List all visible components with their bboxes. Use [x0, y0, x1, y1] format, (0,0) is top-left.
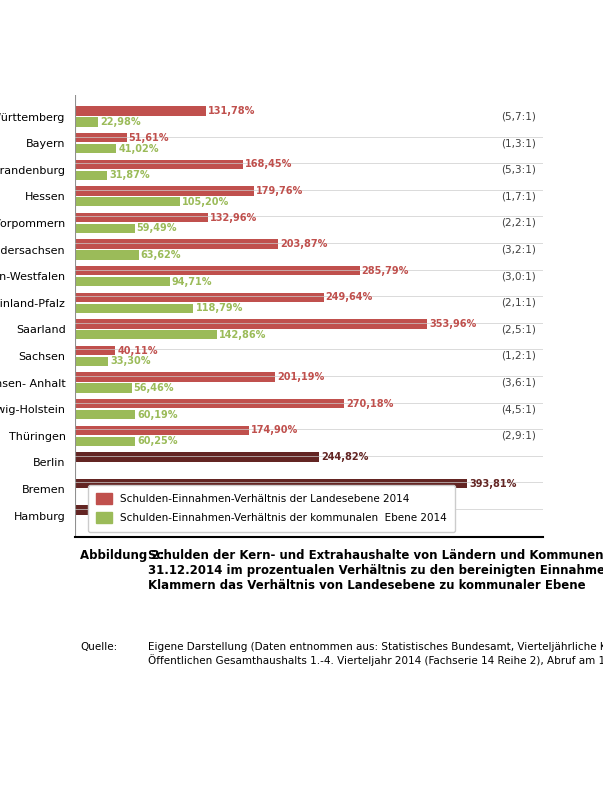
Bar [75, 479, 467, 488]
Bar [75, 453, 319, 461]
Bar [75, 319, 428, 329]
Bar [75, 372, 276, 382]
Text: (3,0:1): (3,0:1) [501, 272, 535, 281]
Text: Abbildung 2:: Abbildung 2: [80, 549, 165, 561]
Text: (2,1:1): (2,1:1) [501, 298, 536, 308]
Bar [75, 133, 127, 142]
Text: 22,98%: 22,98% [100, 117, 141, 127]
Bar [75, 426, 249, 435]
Text: 132,96%: 132,96% [210, 213, 257, 222]
Text: 183,02%: 183,02% [259, 505, 307, 515]
Text: (2,9:1): (2,9:1) [501, 431, 536, 441]
Text: Eigene Darstellung (Daten entnommen aus: Statistisches Bundesamt, Vierteljährlic: Eigene Darstellung (Daten entnommen aus:… [148, 642, 603, 666]
Bar [75, 437, 135, 446]
Text: 51,61%: 51,61% [128, 133, 169, 143]
Text: 249,64%: 249,64% [326, 292, 373, 303]
Text: 393,81%: 393,81% [469, 479, 516, 488]
Bar [75, 410, 135, 419]
Bar [75, 106, 206, 116]
Bar [75, 144, 116, 153]
Text: 31,87%: 31,87% [109, 170, 150, 180]
Bar [75, 277, 169, 287]
Text: (5,7:1): (5,7:1) [501, 112, 536, 121]
Text: Quelle:: Quelle: [80, 642, 118, 652]
Text: (3,2:1): (3,2:1) [501, 245, 536, 255]
Text: 179,76%: 179,76% [256, 186, 303, 196]
Bar [75, 266, 359, 276]
Bar [75, 357, 109, 366]
Bar [75, 250, 139, 260]
Text: 174,90%: 174,90% [251, 426, 298, 435]
Bar [75, 303, 194, 313]
Text: (1,7:1): (1,7:1) [501, 191, 536, 202]
Bar [75, 171, 107, 180]
Text: 168,45%: 168,45% [245, 160, 292, 169]
Bar [75, 240, 278, 249]
Text: (2,2:1): (2,2:1) [501, 218, 536, 228]
Text: Schulden der Kern- und Extrahaushalte von Ländern und Kommunen zum
31.12.2014 im: Schulden der Kern- und Extrahaushalte vo… [148, 549, 603, 592]
Bar [75, 187, 254, 195]
Text: 60,19%: 60,19% [137, 410, 178, 419]
Text: 41,02%: 41,02% [118, 144, 159, 153]
Text: 285,79%: 285,79% [362, 266, 409, 276]
Text: 105,20%: 105,20% [182, 197, 229, 206]
Text: (4,5:1): (4,5:1) [501, 404, 536, 414]
Bar [75, 160, 243, 169]
Text: 56,46%: 56,46% [133, 383, 174, 393]
Text: 203,87%: 203,87% [280, 239, 327, 249]
Text: 270,18%: 270,18% [346, 399, 393, 409]
Text: 33,30%: 33,30% [110, 357, 151, 366]
Text: (1,3:1): (1,3:1) [501, 138, 536, 148]
Text: 63,62%: 63,62% [140, 250, 181, 260]
Text: 353,96%: 353,96% [429, 319, 476, 329]
Text: (2,5:1): (2,5:1) [501, 325, 536, 334]
Text: (5,3:1): (5,3:1) [501, 165, 536, 175]
Bar [75, 384, 131, 393]
Text: 94,71%: 94,71% [171, 276, 212, 287]
Bar [75, 346, 115, 355]
Bar [75, 293, 324, 302]
Text: (1,2:1): (1,2:1) [501, 351, 536, 361]
Text: 118,79%: 118,79% [195, 303, 243, 313]
Text: 142,86%: 142,86% [219, 330, 267, 340]
Text: (3,6:1): (3,6:1) [501, 378, 536, 387]
Bar [75, 118, 98, 127]
Text: 201,19%: 201,19% [277, 372, 324, 382]
Text: 40,11%: 40,11% [117, 345, 158, 356]
Text: 244,82%: 244,82% [321, 452, 368, 462]
Legend: Schulden-Einnahmen-Verhältnis der Landesebene 2014, Schulden-Einnahmen-Verhältni: Schulden-Einnahmen-Verhältnis der Landes… [88, 485, 455, 532]
Bar [75, 330, 218, 340]
Bar [75, 399, 344, 408]
Bar [75, 506, 257, 515]
Text: 131,78%: 131,78% [209, 106, 256, 116]
Text: 60,25%: 60,25% [137, 436, 178, 446]
Text: 59,49%: 59,49% [136, 223, 177, 233]
Bar [75, 197, 180, 206]
Bar [75, 213, 207, 222]
Bar [75, 224, 134, 233]
